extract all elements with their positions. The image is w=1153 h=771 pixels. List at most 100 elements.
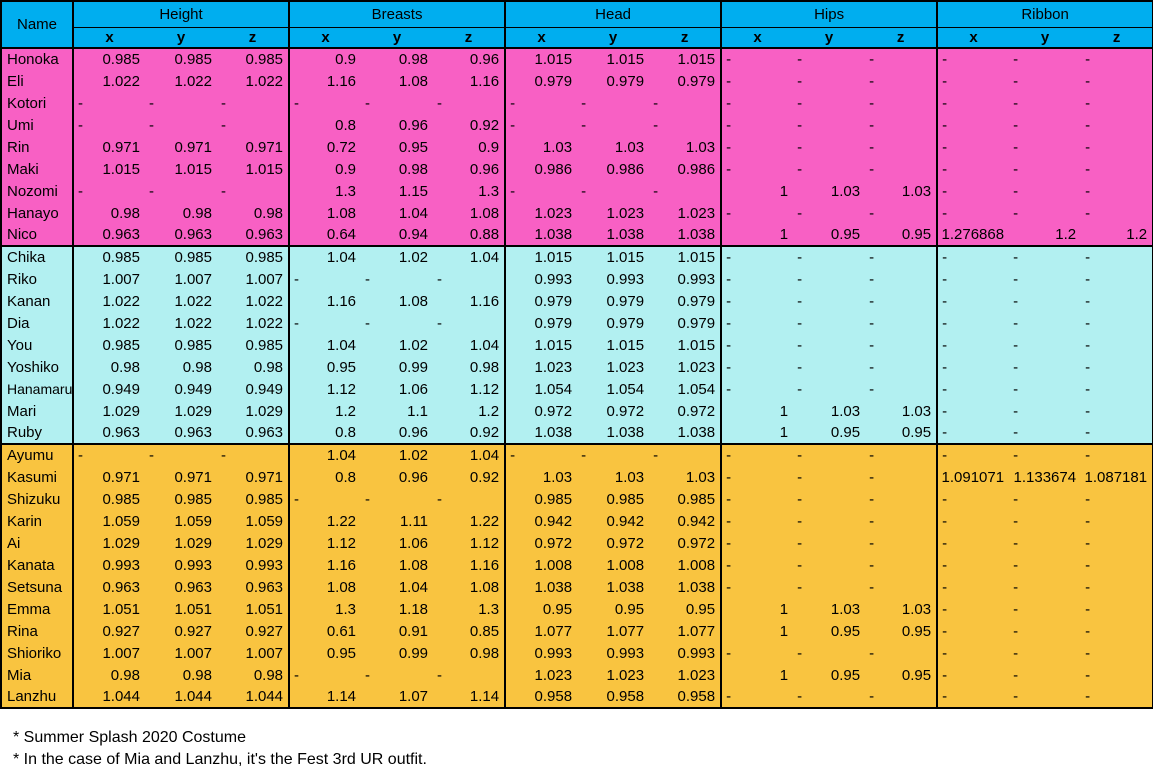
cell-height-z: 1.051 [245,600,284,618]
cell-ribbon-z: - [1085,314,1091,332]
cell-ribbon-y: - [1013,622,1019,640]
cell-height-y: - [145,443,217,466]
cell-ribbon-y: - [1013,314,1019,332]
cell-head-z: - [653,94,659,112]
cell-breasts-y: 1.08 [398,556,429,574]
cell-height-z: 0.963 [245,226,284,243]
column-group-breasts: Breasts [288,1,506,28]
cell-breasts-x: 1.08 [288,202,362,224]
cell-ribbon-x: - [936,642,1010,664]
axis-header-breasts-z: z [433,27,506,49]
cell-height-x: 0.98 [72,356,145,378]
cell-hips-z: - [869,336,875,354]
cell-head-z: 1.023 [677,666,716,684]
cell-height-z: 0.98 [253,666,284,684]
table-row-ai: Ai 1.029 1.029 1.029 1.12 1.06 1.12 0.972 0.972 0… [1,532,1153,554]
cell-breasts-x: 1.04 [288,334,362,356]
footnote-line: * Summer Splash 2020 Costume [13,729,246,746]
axis-header-ribbon-x: x [936,27,1010,49]
cell-ribbon-x: - [936,378,1010,400]
table-row-kotori: Kotori - - - - - - - - - - - - - - - [1,92,1153,114]
cell-hips-y: 1.03 [830,600,861,618]
cell-ribbon-y: - [1013,138,1019,156]
cell-breasts-z: 1.16 [469,556,500,574]
cell-hips-z: - [869,468,875,486]
cell-hips-x: - [720,136,794,158]
cell-breasts-x: 0.8 [288,422,362,444]
row-name: Eli [1,70,74,92]
cell-hips-z: - [865,47,938,70]
cell-height-z: 1.007 [245,270,284,288]
table-row-mari: Mari 1.029 1.029 1.029 1.2 1.1 1.2 0.972 0.972 0.… [1,400,1153,422]
cell-ribbon-y: - [1013,644,1019,662]
cell-hips-y: 0.95 [830,666,861,684]
cell-head-z: 1.054 [677,380,716,398]
cell-height-z: 1.022 [245,292,284,310]
cell-breasts-z: 1.08 [469,204,500,222]
cell-breasts-y: 1.02 [361,245,434,268]
cell-ribbon-z: - [1085,380,1091,398]
cell-ribbon-x: 1.276868 [936,224,1010,246]
cell-hips-z: 0.95 [901,622,932,640]
cell-head-x: 0.979 [504,312,578,334]
cell-ribbon-x: 1.091071 [936,466,1010,488]
cell-breasts-y: 0.91 [398,622,429,640]
cell-breasts-x: - [288,312,362,334]
cell-head-y: 1.038 [606,424,645,441]
footnote-line: * In the case of Mia and Lanzhu, it's th… [13,751,427,768]
cell-hips-y: - [797,336,803,354]
row-name: Rina [1,620,74,642]
cell-hips-x: 1 [720,422,794,444]
cell-breasts-y: - [365,314,371,332]
cell-ribbon-x: - [936,422,1010,444]
cell-ribbon-x: - [936,47,1010,70]
cell-breasts-z: - [437,314,443,332]
cell-hips-x: - [720,443,794,466]
row-name: Emma [1,598,74,620]
cell-breasts-y: - [365,490,371,508]
cell-height-z: 0.985 [217,47,290,70]
cell-hips-y: - [797,116,803,134]
cell-head-z: 1.023 [677,204,716,222]
cell-head-y: 0.993 [606,644,645,662]
cell-breasts-z: 0.92 [469,116,500,134]
cell-height-z: 0.993 [245,556,284,574]
cell-head-z: - [653,182,659,200]
cell-breasts-x: 1.16 [288,290,362,312]
cell-height-y: - [149,116,154,134]
cell-ribbon-x: - [936,598,1010,620]
name-column-header: Name [1,1,74,49]
cell-breasts-x: 0.9 [288,158,362,180]
cell-height-x: 1.007 [72,642,145,664]
cell-breasts-x: 1.3 [288,598,362,620]
cell-height-y: 1.015 [174,160,212,178]
cell-breasts-y: 0.99 [398,644,429,662]
cell-ribbon-y: - [1009,245,1082,268]
cell-hips-z: - [869,380,875,398]
cell-hips-x: - [720,488,794,510]
cell-hips-y: - [793,443,866,466]
cell-ribbon-x: - [936,334,1010,356]
cell-breasts-y: 1.04 [398,204,429,222]
row-name: Mia [1,664,74,686]
cell-head-x: 1.038 [504,422,578,444]
cell-head-y: 0.979 [606,314,645,332]
cell-hips-y: 1.03 [830,182,861,200]
cell-head-z: 0.972 [677,534,716,552]
cell-height-x: 0.971 [72,466,145,488]
row-name: Nico [1,224,74,246]
table-row-mia: Mia 0.98 0.98 0.98- - -1.023 1.023 1.023 1 0.95 0.… [1,664,1153,686]
cell-ribbon-x: - [936,532,1010,554]
cell-hips-y: - [797,578,803,596]
cell-hips-x: - [720,532,794,554]
cell-height-z: 0.971 [245,138,284,156]
cell-breasts-z: 1.3 [478,600,500,618]
cell-height-x: 0.949 [72,378,145,400]
table-row-eli: Eli 1.022 1.022 1.022 1.16 1.08 1.16 0.979 0.979… [1,70,1153,92]
cell-hips-y: - [797,138,803,156]
cell-ribbon-y: - [1009,443,1082,466]
cell-hips-z: 1.03 [901,182,932,200]
cell-hips-x: - [720,158,794,180]
cell-height-y: 1.029 [174,534,212,552]
